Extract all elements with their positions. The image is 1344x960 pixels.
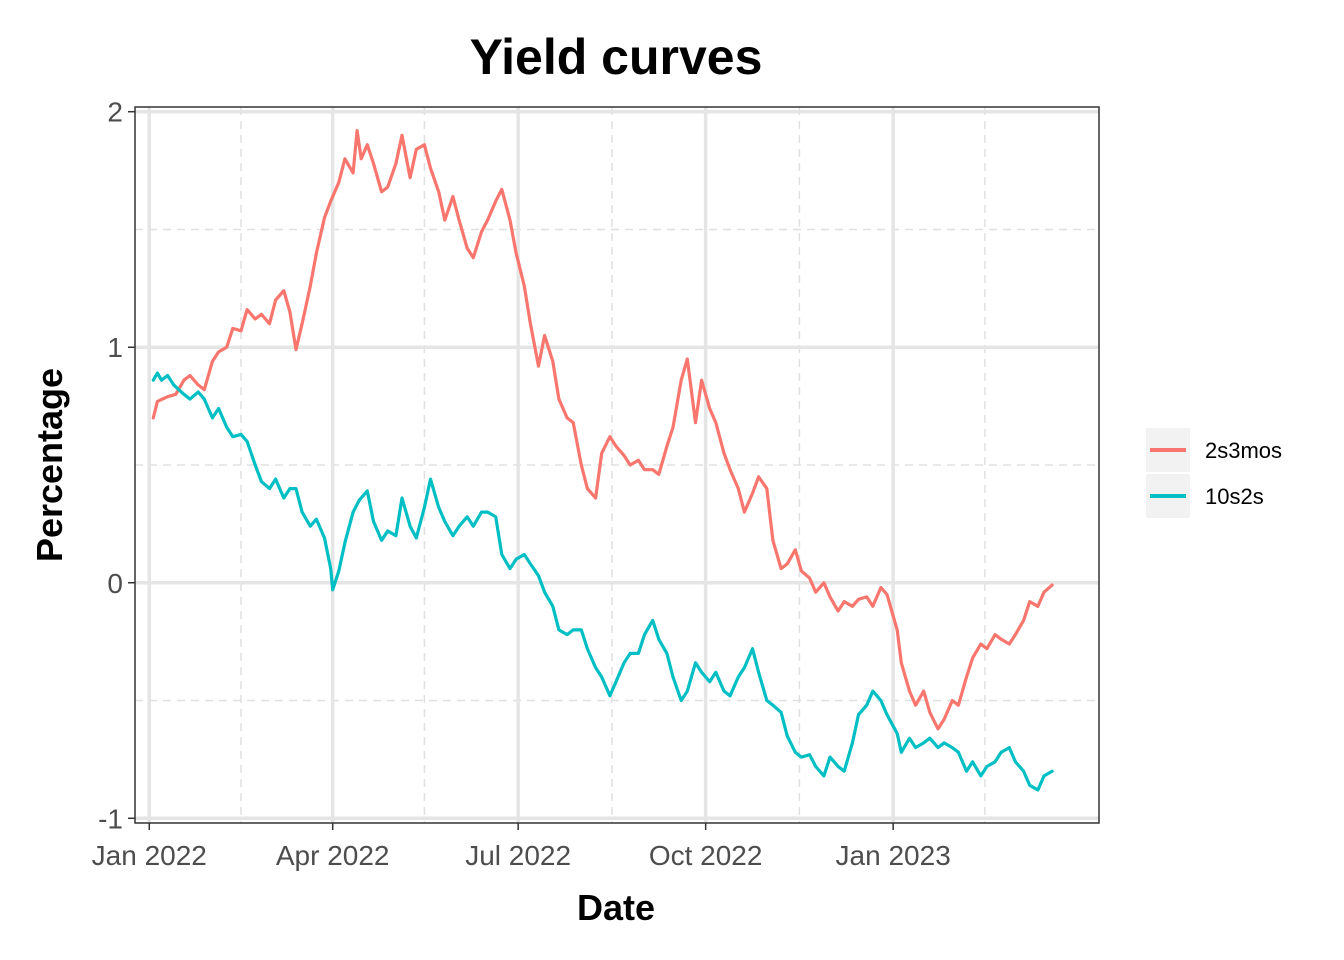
y-tick-label: 2 <box>107 97 123 128</box>
y-tick-label: 0 <box>107 568 123 599</box>
series-line-2s3mos <box>151 129 1054 731</box>
x-tick-label: Jan 2023 <box>836 840 951 871</box>
legend-label-10s2s: 10s2s <box>1205 484 1264 509</box>
y-axis-title: Percentage <box>29 368 70 562</box>
x-axis: Jan 2022 Apr 2022 Jul 2022 Oct 2022 Jan 2023 <box>92 823 951 871</box>
x-tick-label: Jul 2022 <box>465 840 571 871</box>
x-tick-label: Oct 2022 <box>649 840 763 871</box>
series-line-10s2s <box>151 371 1054 792</box>
legend: 2s3mos 10s2s <box>1146 428 1282 518</box>
x-axis-title: Date <box>577 887 655 928</box>
y-tick-label: -1 <box>98 803 123 834</box>
y-tick-label: 1 <box>107 332 123 363</box>
y-axis: -1 0 1 2 <box>98 97 135 834</box>
x-tick-label: Apr 2022 <box>276 840 390 871</box>
plot-border <box>134 106 1100 824</box>
legend-label-2s3mos: 2s3mos <box>1205 438 1282 463</box>
x-tick-label: Jan 2022 <box>92 840 207 871</box>
grid-lines <box>135 107 1099 823</box>
chart-title: Yield curves <box>470 29 763 85</box>
data-series <box>151 129 1054 792</box>
